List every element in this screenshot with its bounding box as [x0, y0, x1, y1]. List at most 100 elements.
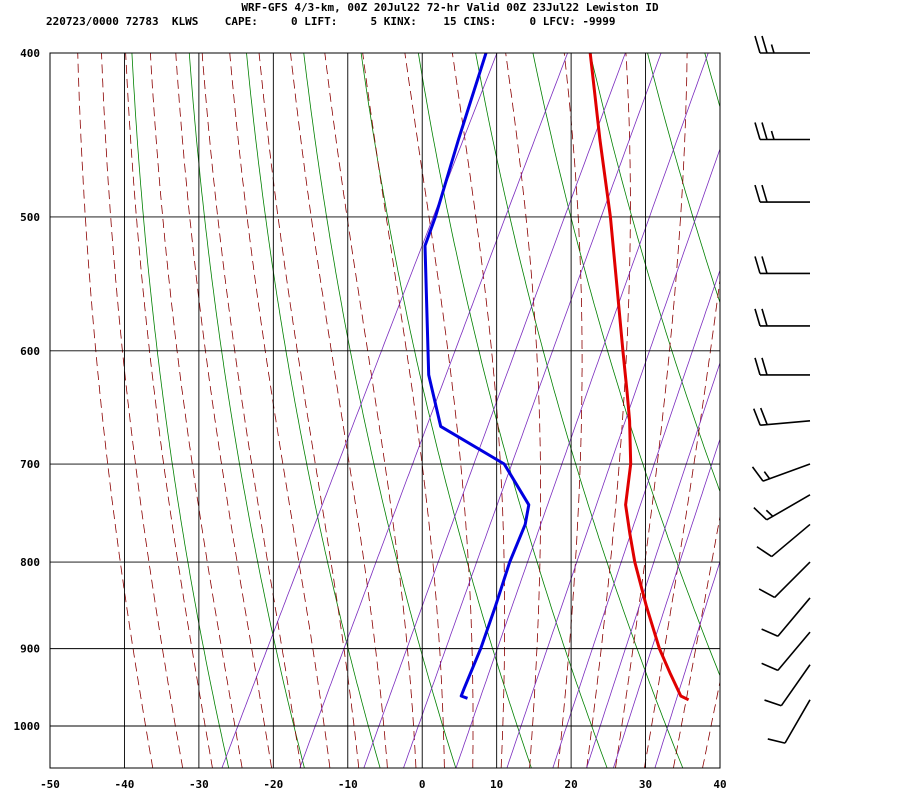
wind-barbs	[751, 35, 811, 744]
dry-adiabat-line	[761, 51, 900, 768]
chart-title: WRF-GFS 4/3-km, 00Z 20Jul22 72-hr Valid …	[241, 1, 659, 14]
dry-adiabat-line	[647, 53, 720, 305]
wind-barb	[753, 494, 811, 521]
grid	[50, 52, 720, 768]
temperature-tick-label: -40	[115, 778, 135, 791]
wind-barb-feather	[758, 588, 776, 599]
wind-barb	[761, 597, 811, 637]
temperature-axis: -50 -40 -30 -20 -10 0 10 20 30 40	[40, 778, 727, 791]
wind-barb-feather	[759, 407, 768, 425]
moist-adiabat-line	[229, 53, 331, 768]
mixing-ratio-line	[455, 53, 709, 768]
moist-adiabat-line	[101, 53, 184, 768]
plot-frame	[49, 52, 721, 769]
moist-adiabat-line	[149, 53, 243, 768]
pressure-axis: 400 500 600 700 800 900 1000	[14, 47, 41, 733]
wind-barb-shaft	[777, 631, 811, 671]
wind-barb-feather	[754, 256, 761, 274]
mixing-ratio-line	[299, 53, 569, 768]
wind-barb-feather	[761, 35, 768, 54]
wind-barb-half-feather	[765, 509, 774, 517]
background-lines	[77, 51, 900, 768]
wind-barb-feather	[761, 184, 768, 203]
wind-barb	[754, 184, 810, 203]
moist-adiabat-line	[258, 53, 360, 768]
wind-barb	[756, 523, 811, 558]
moist-adiabat-line	[702, 679, 720, 768]
temperature-tick-label: 20	[564, 778, 577, 791]
wind-barb	[758, 561, 811, 599]
dewpoint-trace	[423, 53, 531, 700]
moist-adiabat-line	[290, 53, 388, 768]
moist-adiabat-line	[77, 53, 154, 768]
pressure-tick-label: 400	[20, 47, 40, 60]
dry-adiabat-line	[246, 53, 381, 768]
pressure-tick-label: 1000	[14, 720, 41, 733]
moist-adiabat-line	[201, 53, 302, 768]
moist-adiabat-line	[615, 53, 688, 768]
moist-adiabat-line	[125, 53, 213, 768]
pressure-tick-label: 700	[20, 458, 40, 471]
temperature-tick-label: 10	[490, 778, 503, 791]
wind-barb-feather	[761, 122, 768, 140]
wind-barb-feather	[761, 662, 779, 672]
dry-adiabat-line	[532, 53, 720, 677]
dry-adiabat-line	[131, 53, 230, 768]
wind-barb	[754, 256, 810, 275]
dry-adiabat-line	[303, 53, 457, 768]
pressure-tick-label: 600	[20, 345, 40, 358]
mixing-ratio-line	[613, 437, 720, 768]
mixing-ratio-line	[506, 147, 720, 768]
wind-barb	[764, 664, 811, 707]
wind-barb-feather	[753, 507, 768, 521]
wind-barb	[754, 122, 810, 141]
wind-barb-shaft	[780, 664, 811, 707]
wind-barb-half-feather	[770, 130, 775, 140]
dry-adiabat-line	[589, 53, 720, 493]
wind-barb	[751, 463, 811, 482]
wind-barb	[754, 357, 810, 376]
pressure-tick-label: 800	[20, 556, 40, 569]
temperature-tick-label: 40	[713, 778, 726, 791]
wind-barb-feather	[754, 122, 761, 140]
wind-barb-shaft	[771, 523, 811, 558]
chart-subheader: 220723/0000 72783 KLWS CAPE: 0 LIFT: 5 K…	[46, 15, 616, 28]
temperature-tick-label: 0	[419, 778, 426, 791]
dry-adiabat-line	[819, 51, 900, 768]
wind-barb-feather	[761, 628, 779, 637]
wind-barb-feather	[754, 357, 761, 376]
wind-barb-shaft	[760, 420, 811, 426]
wind-barb-feather	[764, 699, 782, 707]
dry-adiabat-line	[188, 53, 305, 768]
moist-adiabat-line	[505, 53, 541, 768]
wind-barb-shaft	[774, 561, 811, 599]
temperature-tick-label: 30	[639, 778, 652, 791]
wind-barb	[754, 308, 810, 327]
dry-adiabat-line	[417, 53, 608, 768]
pressure-tick-label: 900	[20, 643, 40, 656]
moist-adiabat-line	[644, 276, 720, 768]
wind-barb	[767, 699, 811, 744]
wind-barb-shaft	[777, 597, 811, 637]
dry-adiabat-line	[704, 53, 720, 109]
wind-barb-feather	[761, 357, 768, 376]
wind-barb-half-feather	[763, 471, 771, 480]
sounding-traces	[423, 53, 690, 702]
wind-barb-feather	[767, 738, 786, 744]
wind-barb-feather	[761, 308, 768, 327]
mixing-ratio-line	[654, 560, 720, 768]
mixing-ratio-line	[552, 268, 720, 768]
wind-barb	[761, 631, 811, 672]
mixing-ratio-line	[586, 361, 720, 768]
temperature-trace	[588, 53, 690, 702]
wind-barb-feather	[754, 35, 761, 54]
temperature-tick-label: -30	[189, 778, 209, 791]
wind-barb-shaft	[784, 699, 811, 744]
temperature-tick-label: -20	[263, 778, 283, 791]
mixing-ratio-line	[363, 53, 626, 768]
moist-adiabat-line	[673, 514, 720, 768]
pressure-tick-label: 500	[20, 211, 40, 224]
wind-barb-feather	[752, 408, 761, 426]
moist-adiabat-line	[404, 53, 474, 768]
